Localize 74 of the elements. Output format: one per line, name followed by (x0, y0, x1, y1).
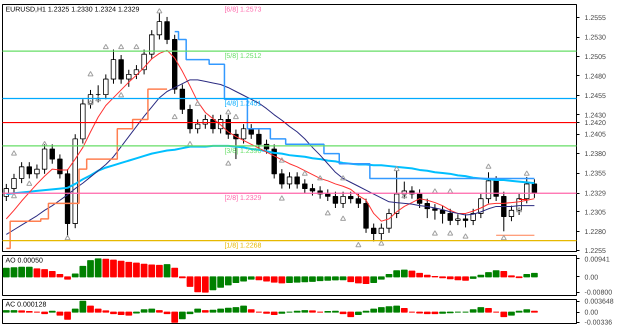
candlestick (279, 168, 285, 190)
point (172, 114, 178, 120)
candlestick (95, 84, 101, 103)
candlestick (149, 30, 154, 60)
candlestick (18, 162, 24, 184)
candlestick (240, 124, 246, 144)
candlestick (118, 54, 124, 84)
point (447, 188, 454, 194)
candlestick (348, 191, 354, 204)
point (462, 233, 469, 239)
candlestick (103, 74, 109, 100)
candlestick (57, 154, 63, 179)
point (232, 114, 239, 120)
point (102, 44, 109, 50)
candlestick (286, 172, 292, 190)
candlestick (370, 223, 376, 242)
candlestick (126, 69, 132, 88)
point (133, 44, 140, 50)
point (516, 206, 522, 212)
point (95, 96, 102, 102)
point (88, 71, 94, 76)
point (432, 188, 438, 194)
candlestick (180, 84, 186, 115)
point (118, 92, 124, 98)
point (485, 163, 492, 169)
point (432, 230, 438, 236)
candlestick (501, 191, 506, 232)
candlestick (340, 191, 346, 209)
candlestick (294, 172, 300, 190)
candlestick (378, 223, 384, 240)
candlestick (302, 178, 308, 194)
point (500, 234, 507, 240)
point (225, 160, 232, 166)
candlestick (356, 194, 362, 209)
candlestick (26, 162, 32, 179)
point (317, 175, 324, 180)
point (10, 150, 17, 156)
candlestick (110, 49, 116, 84)
point (225, 109, 232, 114)
point (26, 180, 32, 186)
candlestick (440, 205, 446, 224)
point (302, 170, 308, 176)
point (278, 157, 285, 163)
point (194, 100, 201, 106)
bar (164, 264, 170, 278)
candlestick (455, 214, 461, 226)
candlestick (164, 16, 170, 45)
point (340, 175, 346, 180)
line-series (6, 79, 535, 235)
point (156, 8, 162, 14)
candlestick (256, 129, 262, 150)
candlestick (134, 64, 140, 80)
point (278, 195, 285, 201)
candlestick (310, 183, 316, 196)
candlestick (332, 191, 338, 209)
point (118, 44, 124, 50)
candlestick (194, 118, 200, 134)
point (64, 234, 71, 240)
point (324, 210, 331, 216)
point (355, 242, 362, 248)
point (524, 170, 530, 176)
point (340, 215, 346, 221)
candlestick (462, 214, 468, 228)
candlestick (470, 208, 476, 226)
candlestick (524, 176, 530, 204)
point (394, 166, 400, 172)
candlestick (448, 208, 453, 226)
candlestick (325, 188, 330, 202)
candlestick (141, 49, 147, 75)
candlestick (34, 164, 40, 179)
point (447, 230, 454, 236)
point (88, 100, 94, 106)
candlestick (50, 144, 55, 164)
candlestick (508, 205, 514, 222)
